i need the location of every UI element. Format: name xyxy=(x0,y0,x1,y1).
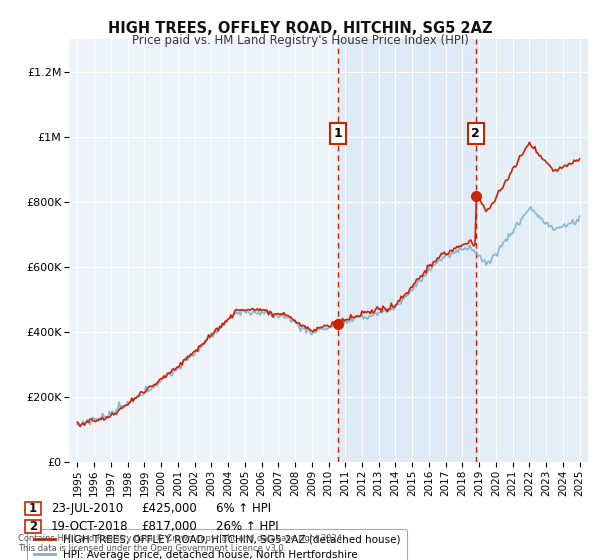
Text: 6% ↑ HPI: 6% ↑ HPI xyxy=(216,502,271,515)
Bar xyxy=(476,39,588,462)
Bar xyxy=(338,39,476,462)
Text: 1: 1 xyxy=(334,127,342,140)
Text: 1: 1 xyxy=(29,502,37,515)
Legend: HIGH TREES, OFFLEY ROAD, HITCHIN, SG5 2AZ (detached house), HPI: Average price, : HIGH TREES, OFFLEY ROAD, HITCHIN, SG5 2A… xyxy=(28,529,407,560)
Text: HIGH TREES, OFFLEY ROAD, HITCHIN, SG5 2AZ: HIGH TREES, OFFLEY ROAD, HITCHIN, SG5 2A… xyxy=(108,21,492,36)
Text: 26% ↑ HPI: 26% ↑ HPI xyxy=(216,520,278,533)
Text: £817,000: £817,000 xyxy=(141,520,197,533)
Text: 19-OCT-2018: 19-OCT-2018 xyxy=(51,520,128,533)
Text: Price paid vs. HM Land Registry's House Price Index (HPI): Price paid vs. HM Land Registry's House … xyxy=(131,34,469,46)
Text: 2: 2 xyxy=(471,127,480,140)
Text: 23-JUL-2010: 23-JUL-2010 xyxy=(51,502,123,515)
Text: £425,000: £425,000 xyxy=(141,502,197,515)
Text: 2: 2 xyxy=(29,520,37,533)
Text: Contains HM Land Registry data © Crown copyright and database right 2024.
This d: Contains HM Land Registry data © Crown c… xyxy=(18,534,344,553)
